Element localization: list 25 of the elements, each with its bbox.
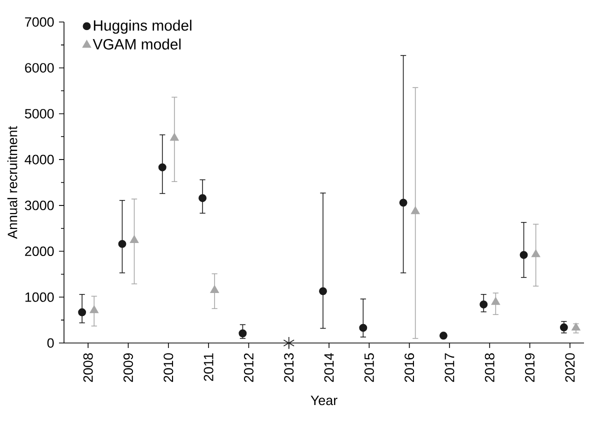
x-tick-label: 2014: [324, 353, 334, 382]
x-tick-label: 2015: [364, 353, 374, 382]
x-tick-label: 2020: [565, 353, 575, 382]
y-tick-label: 4000: [24, 154, 54, 164]
x-tick-label: 2010: [164, 353, 174, 382]
y-tick-label: 6000: [25, 63, 54, 73]
x-tick-label: 2017: [444, 353, 454, 382]
x-tick-label: 2009: [123, 353, 134, 382]
x-tick-label: 2012: [244, 353, 254, 382]
y-tick-label: 0: [47, 338, 54, 348]
y-axis-title: Annual recruitment: [7, 126, 18, 239]
legend-label: VGAM model: [92, 38, 181, 50]
x-tick-label: 2013: [284, 353, 294, 382]
x-tick-label: 2011: [204, 353, 214, 381]
x-tick-label: 2019: [525, 353, 535, 382]
y-tick-label: 7000: [25, 17, 54, 27]
y-tick-label: 1000: [25, 292, 54, 302]
x-axis-title: Year: [310, 396, 338, 406]
x-tick-label: 2018: [484, 353, 494, 382]
y-tick-label: 5000: [24, 108, 54, 118]
legend-label: Huggins model: [94, 20, 192, 34]
x-tick-label: 2016: [404, 353, 414, 382]
y-tick-label: 2000: [25, 246, 54, 256]
y-tick-label: 3000: [24, 200, 54, 210]
x-tick-label: 2008: [83, 353, 93, 382]
